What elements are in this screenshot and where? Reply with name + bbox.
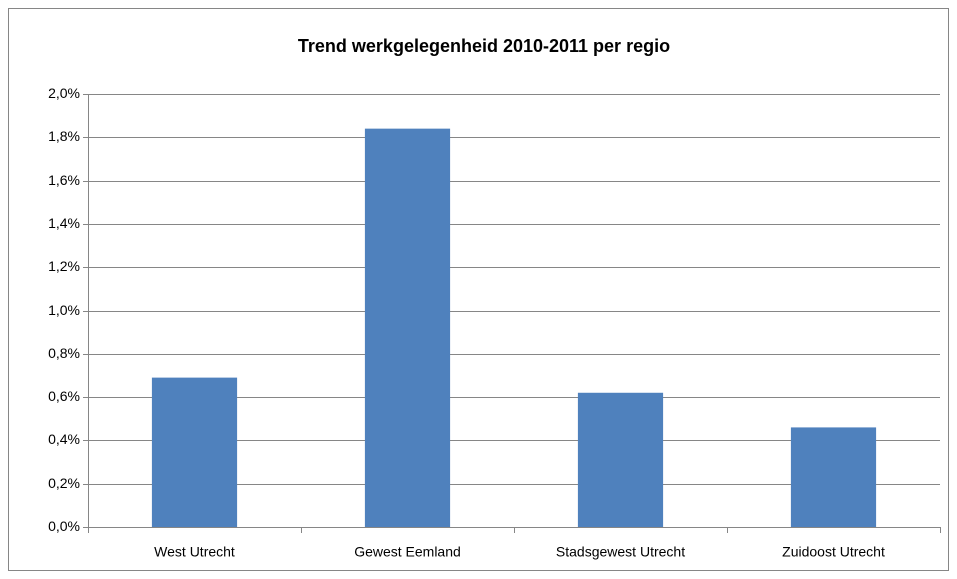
y-tick-label: 1,8% (48, 128, 80, 144)
bar (151, 377, 238, 527)
y-tick-label: 1,6% (48, 172, 80, 188)
y-tick-label: 1,0% (48, 302, 80, 318)
bar (364, 128, 451, 527)
y-tick-label: 0,6% (48, 388, 80, 404)
chart-title: Trend werkgelegenheid 2010-2011 per regi… (298, 36, 670, 56)
y-tick-label: 0,4% (48, 431, 80, 447)
bar (577, 392, 664, 527)
x-tick-label: Gewest Eemland (354, 544, 461, 560)
bar (790, 427, 877, 527)
y-tick-label: 0,0% (48, 518, 80, 534)
y-tick-label: 1,4% (48, 215, 80, 231)
y-tick-label: 1,2% (48, 258, 80, 274)
x-tick-label: Stadsgewest Utrecht (556, 544, 685, 560)
x-tick-label: West Utrecht (154, 544, 235, 560)
y-tick-label: 2,0% (48, 85, 80, 101)
x-tick-label: Zuidoost Utrecht (782, 544, 885, 560)
y-tick-label: 0,2% (48, 475, 80, 491)
y-tick-label: 0,8% (48, 345, 80, 361)
